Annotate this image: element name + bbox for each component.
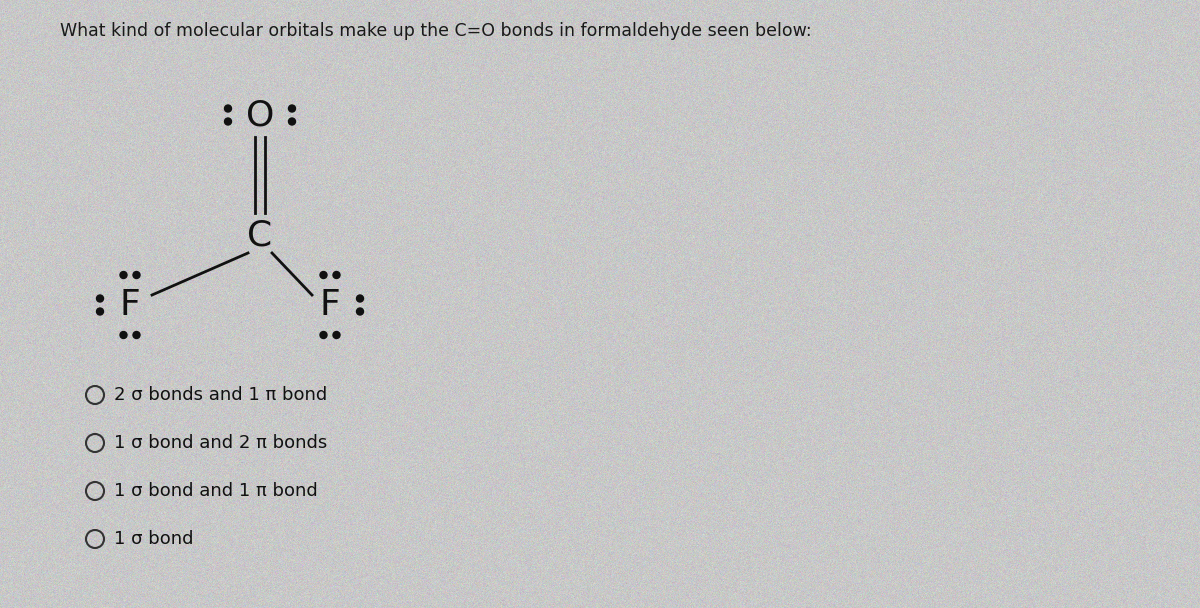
- Circle shape: [320, 272, 326, 278]
- Text: O: O: [246, 98, 274, 132]
- Circle shape: [288, 105, 295, 112]
- Circle shape: [224, 118, 232, 125]
- Text: 1 σ bond and 2 π bonds: 1 σ bond and 2 π bonds: [114, 434, 328, 452]
- Circle shape: [288, 118, 295, 125]
- Circle shape: [356, 308, 364, 315]
- Circle shape: [334, 331, 340, 339]
- Circle shape: [356, 295, 364, 302]
- Circle shape: [96, 295, 103, 302]
- Circle shape: [120, 272, 127, 278]
- Text: F: F: [120, 288, 140, 322]
- Text: F: F: [319, 288, 341, 322]
- Circle shape: [133, 331, 140, 339]
- Text: 1 σ bond and 1 π bond: 1 σ bond and 1 π bond: [114, 482, 318, 500]
- Text: 2 σ bonds and 1 π bond: 2 σ bonds and 1 π bond: [114, 386, 328, 404]
- Circle shape: [120, 331, 127, 339]
- Circle shape: [334, 272, 340, 278]
- Circle shape: [133, 272, 140, 278]
- Text: 1 σ bond: 1 σ bond: [114, 530, 193, 548]
- Circle shape: [96, 308, 103, 315]
- Circle shape: [224, 105, 232, 112]
- Text: C: C: [247, 218, 272, 252]
- Circle shape: [320, 331, 326, 339]
- Text: What kind of molecular orbitals make up the C=O bonds in formaldehyde seen below: What kind of molecular orbitals make up …: [60, 22, 811, 40]
